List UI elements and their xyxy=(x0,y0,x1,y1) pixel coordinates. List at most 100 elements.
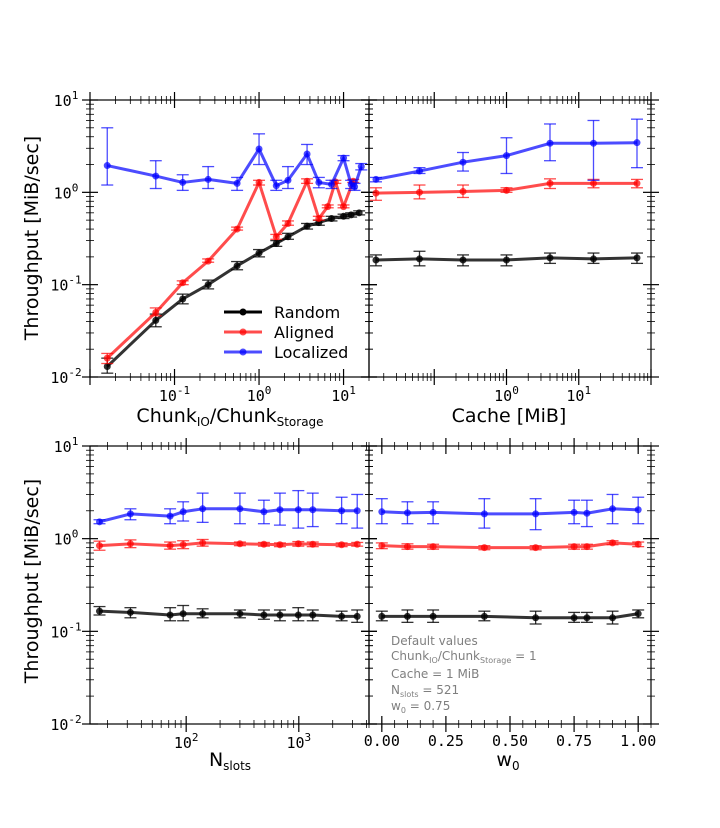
data-point-aligned-cache xyxy=(546,179,554,187)
data-point-localized-w0 xyxy=(532,510,540,518)
data-point-random-nslots xyxy=(294,611,302,619)
note-w0-sub: 0 xyxy=(401,706,406,715)
data-point-random-cache xyxy=(589,255,597,263)
x-tick-label-chunk-exp: -1 xyxy=(177,384,190,397)
y-tick-label-chunk-exp: 0 xyxy=(72,181,79,194)
data-point-localized-w0 xyxy=(378,508,386,516)
data-point-random-chunk xyxy=(355,209,363,217)
data-point-localized-cache xyxy=(459,158,467,166)
data-point-localized-chunk xyxy=(284,176,292,184)
data-point-random-chunk xyxy=(284,233,292,241)
y-tick-label-chunk: 100 xyxy=(54,181,79,202)
data-point-random-chunk xyxy=(233,262,241,270)
data-point-localized-chunk xyxy=(204,175,212,183)
data-point-random-w0 xyxy=(532,614,540,622)
legend-label-random: Random xyxy=(274,303,340,322)
x-tick-label-chunk: 10-1 xyxy=(159,384,190,405)
data-point-aligned-nslots xyxy=(199,539,207,547)
y-tick-label-nslots-base: 10 xyxy=(50,716,68,734)
data-point-random-w0 xyxy=(378,612,386,620)
legend-label-localized: Localized xyxy=(274,343,348,362)
note-chunk-slash: /Chunk xyxy=(438,649,480,663)
data-point-random-cache xyxy=(633,254,641,262)
x-tick-label-cache-base: 10 xyxy=(566,387,584,405)
data-point-aligned-chunk xyxy=(179,279,187,287)
x-tick-label-chunk-exp: 1 xyxy=(349,384,356,397)
x-tick-label-cache-exp: 1 xyxy=(584,384,591,397)
y-tick-label-chunk-base: 10 xyxy=(50,277,68,295)
x-tick-label-chunk: 101 xyxy=(331,384,356,405)
x-tick-label-nslots: 102 xyxy=(174,731,199,752)
data-point-aligned-nslots xyxy=(294,540,302,548)
data-point-localized-chunk xyxy=(315,178,323,186)
data-point-random-chunk xyxy=(272,239,280,247)
series-line-aligned-w0 xyxy=(381,541,639,550)
data-point-random-nslots xyxy=(126,608,134,616)
y-axis-label-top: Throughput [MiB/sec] xyxy=(21,136,43,341)
data-point-random-chunk xyxy=(103,362,111,370)
y-tick-label-nslots-base: 10 xyxy=(54,438,72,456)
data-point-aligned-nslots xyxy=(276,541,284,549)
data-point-localized-w0 xyxy=(429,508,437,516)
series-line-localized-w0 xyxy=(381,507,639,516)
y-tick-label-nslots-base: 10 xyxy=(50,623,68,641)
x-tick-label-cache-base: 10 xyxy=(494,387,512,405)
data-point-random-cache xyxy=(459,256,467,264)
y-tick-label-chunk: 101 xyxy=(54,89,79,110)
data-point-random-cache xyxy=(546,254,554,262)
series-line-random-w0 xyxy=(381,612,639,620)
x-tick-label-w0: 0.25 xyxy=(428,732,464,750)
data-point-aligned-chunk xyxy=(303,177,311,185)
data-point-random-w0 xyxy=(480,612,488,620)
y-tick-label-nslots-exp: -1 xyxy=(68,620,81,633)
note-nslots-sub: slots xyxy=(400,690,419,699)
data-point-localized-cache xyxy=(633,139,641,147)
x-tick-label-chunk: 100 xyxy=(247,384,272,405)
data-point-random-cache xyxy=(416,255,424,263)
data-point-aligned-w0 xyxy=(570,543,578,551)
y-tick-label-chunk-base: 10 xyxy=(54,92,72,110)
legend-marker-localized xyxy=(239,348,247,356)
x-tick-label-cache: 101 xyxy=(566,384,591,405)
data-point-localized-nslots xyxy=(166,512,174,520)
data-point-aligned-chunk xyxy=(315,215,323,223)
y-tick-label-nslots-exp: 1 xyxy=(72,435,79,448)
data-point-aligned-cache xyxy=(589,179,597,187)
data-point-random-cache xyxy=(502,256,510,264)
x-axis-label-chunk: ChunkIO/ChunkStorage xyxy=(136,405,323,429)
note-nslots-eq: = 521 xyxy=(419,683,460,697)
note-w0-eq: = 0.75 xyxy=(406,699,450,713)
data-point-localized-w0 xyxy=(583,509,591,517)
data-point-aligned-nslots xyxy=(95,542,103,550)
data-point-random-chunk xyxy=(204,281,212,289)
x-axis-label-chunk-sub1: IO xyxy=(197,415,210,429)
data-point-localized-w0 xyxy=(634,506,642,514)
x-axis-label-w0: w0 xyxy=(496,749,519,773)
y-tick-label-chunk-exp: 1 xyxy=(72,89,79,102)
data-point-random-nslots xyxy=(179,610,187,618)
plot-frame-nslots xyxy=(89,445,370,725)
data-point-localized-cache xyxy=(589,139,597,147)
legend-marker-aligned xyxy=(239,328,247,336)
data-point-aligned-nslots xyxy=(236,540,244,548)
y-tick-label-chunk: 10-1 xyxy=(50,274,81,295)
x-axis-label-chunk-sub2: Storage xyxy=(277,415,324,429)
plot-frame-cache xyxy=(368,99,652,378)
x-tick-label-w0: 1.00 xyxy=(620,732,656,750)
data-point-random-nslots xyxy=(338,612,346,620)
series-line-aligned-nslots xyxy=(99,541,358,548)
data-point-random-chunk xyxy=(255,249,263,257)
data-point-aligned-w0 xyxy=(429,543,437,551)
data-point-aligned-w0 xyxy=(583,543,591,551)
data-point-random-nslots xyxy=(166,611,174,619)
data-point-aligned-cache xyxy=(372,189,380,197)
data-point-aligned-cache xyxy=(416,188,424,196)
data-point-aligned-nslots xyxy=(126,540,134,548)
data-point-random-chunk xyxy=(179,295,187,303)
x-axis-label-chunk-slash: /Chunk xyxy=(210,405,277,427)
x-tick-label-w0: 0.75 xyxy=(556,732,592,750)
y-tick-label-chunk: 10-2 xyxy=(50,366,81,387)
data-point-localized-w0 xyxy=(480,510,488,518)
data-point-random-chunk xyxy=(347,211,355,219)
x-tick-label-chunk-base: 10 xyxy=(247,387,265,405)
